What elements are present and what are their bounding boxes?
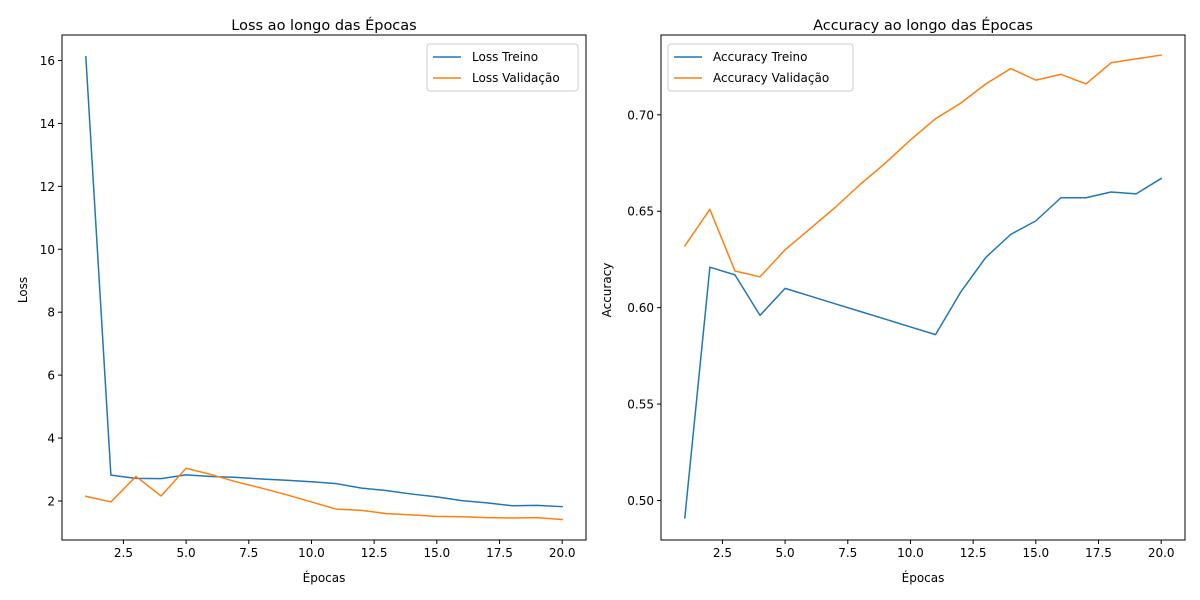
accuracy-x-tick-label: 7.5 bbox=[838, 546, 857, 560]
accuracy-legend-box bbox=[667, 43, 854, 92]
loss-y-tick-label: 10 bbox=[40, 243, 55, 257]
loss-legend: Loss Treino Loss Validação bbox=[426, 43, 579, 92]
loss-y-tick-label: 6 bbox=[47, 369, 55, 383]
accuracy-ticks: 2.5 5.0 7.5 10.0 12.5 15.0 17.5 20.0 0.50 0.55 0.6… bbox=[627, 108, 1174, 560]
accuracy-x-tick-label: 12.5 bbox=[960, 546, 987, 560]
loss-y-axis-label: Loss bbox=[16, 277, 30, 303]
accuracy-x-tick-label: 15.0 bbox=[1022, 546, 1049, 560]
loss-lines bbox=[84, 55, 563, 521]
accuracy-x-axis-label: Épocas bbox=[902, 570, 945, 585]
accuracy-legend: Accuracy Treino Accuracy Validação bbox=[667, 43, 854, 92]
accuracy-plot-frame bbox=[660, 34, 1186, 541]
loss-legend-box bbox=[426, 43, 579, 92]
accuracy-y-tick-label: 0.60 bbox=[627, 301, 654, 315]
accuracy-lines bbox=[683, 54, 1163, 519]
accuracy-x-tick-label: 2.5 bbox=[713, 546, 732, 560]
loss-y-tick-label: 4 bbox=[47, 432, 55, 446]
accuracy-y-tick-label: 0.55 bbox=[627, 398, 654, 412]
accuracy-chart: Accuracy ao longo das Épocas Épocas Accu… bbox=[600, 17, 1186, 585]
loss-legend-label-treino: Loss Treino bbox=[472, 50, 538, 64]
loss-line-treino bbox=[85, 55, 563, 508]
loss-line-validacao bbox=[84, 467, 563, 521]
accuracy-x-tick-label: 10.0 bbox=[897, 546, 924, 560]
loss-x-tick-label: 10.0 bbox=[298, 546, 325, 560]
loss-y-tick-label: 12 bbox=[40, 180, 55, 194]
loss-x-tick-label: 20.0 bbox=[549, 546, 576, 560]
loss-x-tick-label: 5.0 bbox=[177, 546, 196, 560]
accuracy-line-validacao bbox=[683, 54, 1163, 278]
loss-x-tick-label: 2.5 bbox=[114, 546, 133, 560]
accuracy-legend-label-treino: Accuracy Treino bbox=[713, 50, 808, 64]
accuracy-y-axis-label: Accuracy bbox=[600, 263, 614, 318]
accuracy-x-tick-label: 5.0 bbox=[776, 546, 795, 560]
loss-y-tick-label: 14 bbox=[40, 117, 55, 131]
accuracy-y-tick-label: 0.50 bbox=[627, 494, 654, 508]
loss-x-tick-label: 15.0 bbox=[423, 546, 450, 560]
loss-plot-frame bbox=[61, 34, 587, 541]
loss-chart-title: Loss ao longo das Épocas bbox=[231, 17, 416, 34]
loss-x-axis-label: Épocas bbox=[303, 570, 346, 585]
loss-legend-label-validacao: Loss Validação bbox=[472, 71, 560, 85]
loss-x-tick-label: 7.5 bbox=[239, 546, 258, 560]
accuracy-chart-title: Accuracy ao longo das Épocas bbox=[813, 17, 1033, 34]
loss-x-tick-label: 17.5 bbox=[486, 546, 513, 560]
accuracy-y-tick-label: 0.65 bbox=[627, 205, 654, 219]
loss-y-tick-label: 2 bbox=[47, 494, 55, 508]
loss-y-tick-label: 16 bbox=[40, 54, 55, 68]
accuracy-y-tick-label: 0.70 bbox=[627, 108, 654, 122]
accuracy-legend-label-validacao: Accuracy Validação bbox=[713, 71, 829, 85]
accuracy-x-tick-label: 17.5 bbox=[1085, 546, 1112, 560]
loss-y-tick-label: 8 bbox=[47, 306, 55, 320]
loss-x-tick-label: 12.5 bbox=[361, 546, 388, 560]
loss-ticks: 2.5 5.0 7.5 10.0 12.5 15.0 17.5 20.0 2 4 6 8 10 12 14 1… bbox=[40, 54, 576, 560]
accuracy-line-treino bbox=[683, 177, 1163, 519]
loss-chart: Loss ao longo das Épocas Épocas Loss 2.5… bbox=[16, 17, 587, 585]
accuracy-x-tick-label: 20.0 bbox=[1148, 546, 1175, 560]
